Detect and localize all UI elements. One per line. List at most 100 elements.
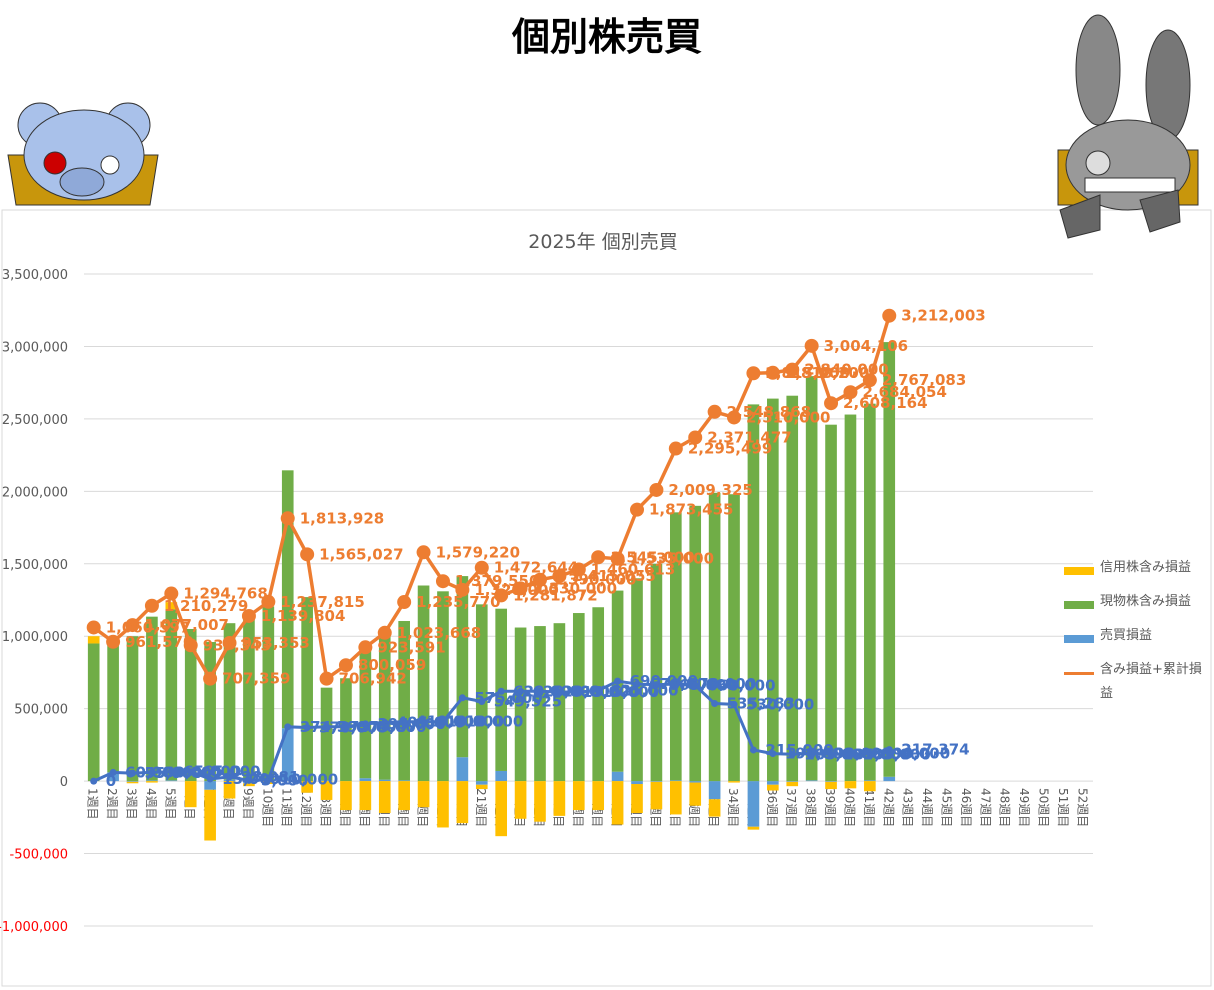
data-label: 1,813,928 [300, 509, 384, 527]
legend-item: 信用株含み損益 [1064, 560, 1214, 580]
line-marker [633, 680, 641, 688]
bar [320, 780, 333, 782]
line-marker [264, 776, 272, 784]
data-label: 620,000 [513, 682, 581, 700]
chart-title: 2025年 個別売買 [528, 231, 677, 253]
data-label: 410,000 [455, 713, 523, 731]
bar [204, 789, 216, 841]
line-marker [319, 671, 334, 686]
data-label: 1,060,597 [106, 618, 190, 636]
data-label: 10,000 [280, 771, 338, 789]
line-marker [614, 677, 622, 685]
data-label: 707,359 [222, 670, 290, 688]
data-label: 2,548,868 [727, 403, 811, 421]
legend-item: 含み損益+累計損益 [1064, 662, 1214, 706]
legend-label: 信用株含み損益 [1100, 560, 1192, 575]
line-marker [164, 586, 179, 601]
data-label: 1,294,768 [183, 585, 267, 603]
bar [417, 781, 430, 808]
data-label: 60,000 [164, 763, 222, 781]
bar [223, 781, 236, 799]
line-marker [862, 373, 877, 388]
x-tick-label: 3週目 [125, 788, 139, 820]
bar [204, 781, 216, 790]
line-marker [144, 598, 159, 613]
line-marker [788, 750, 796, 758]
bar [223, 623, 236, 780]
bar [107, 637, 119, 773]
bar [165, 602, 178, 610]
data-label: 60,000 [125, 763, 183, 781]
data-label: 410,000 [436, 713, 504, 731]
bar [475, 604, 488, 782]
data-label: 5,000 [261, 771, 308, 789]
line-marker [649, 482, 664, 497]
data-label: 665,000 [668, 676, 736, 694]
line-marker [843, 385, 858, 400]
data-label: 1,139,804 [261, 607, 345, 625]
x-tick-label: 11週目 [280, 788, 294, 827]
data-label: 370,000 [319, 719, 387, 737]
line-marker [808, 750, 816, 758]
line-marker [455, 582, 470, 597]
data-label: 2,371,477 [707, 429, 791, 447]
line-marker [106, 634, 121, 649]
data-label: 55,000 [145, 764, 203, 782]
line-marker [90, 777, 98, 785]
y-tick-label: 1,500,000 [2, 558, 68, 573]
data-label: 3,004,106 [824, 337, 908, 355]
line-marker [846, 750, 854, 758]
line-marker [575, 688, 583, 696]
line-marker [591, 550, 606, 565]
line-marker [730, 700, 738, 708]
bar [456, 576, 469, 758]
line-marker [785, 362, 800, 377]
y-tick-label: -1,000,000 [0, 920, 68, 935]
line-marker [203, 671, 218, 686]
data-label: 1,281,872 [513, 586, 597, 604]
page-title: 個別株売買 [511, 15, 702, 59]
data-label: 28,981 [242, 768, 300, 786]
bar [359, 781, 372, 811]
bar [708, 492, 721, 782]
line-marker [458, 694, 466, 702]
x-tick-label: 50週目 [1036, 788, 1050, 827]
y-tick-label: 500,000 [14, 703, 68, 718]
bar [805, 780, 818, 782]
bar [669, 512, 682, 781]
data-label: 1,579,220 [436, 543, 520, 561]
bar [204, 642, 216, 782]
bar [844, 414, 857, 782]
bar [165, 609, 178, 781]
bar [359, 778, 372, 782]
data-label: 2,767,083 [882, 371, 966, 389]
line-marker [397, 595, 412, 610]
bar [514, 781, 527, 819]
data-label: 1,210,279 [164, 597, 248, 615]
chart-frame [1, 209, 1212, 987]
bar [708, 781, 721, 800]
legend-swatch [1064, 672, 1094, 675]
x-tick-label: 46週目 [959, 788, 973, 827]
x-tick-label: 10週目 [260, 788, 274, 827]
bar [378, 781, 391, 813]
bar [146, 781, 158, 783]
bar [340, 781, 352, 811]
legend-swatch [1064, 567, 1094, 575]
data-label: 0 [106, 772, 116, 790]
x-tick-label: 43週目 [901, 788, 915, 827]
x-tick-label: 34週目 [726, 788, 740, 827]
line-marker [86, 620, 101, 635]
bar [864, 780, 876, 782]
bar [689, 505, 702, 782]
line-marker [148, 768, 156, 776]
data-label: 395,000 [377, 715, 445, 733]
line-marker [261, 594, 276, 609]
bar [669, 781, 682, 815]
x-tick-label: 51週目 [1056, 788, 1070, 827]
bar [378, 779, 391, 782]
bar [359, 650, 372, 779]
bar [728, 781, 740, 783]
data-label: 1,535,000 [630, 550, 714, 568]
data-label: 615,000 [571, 683, 639, 701]
